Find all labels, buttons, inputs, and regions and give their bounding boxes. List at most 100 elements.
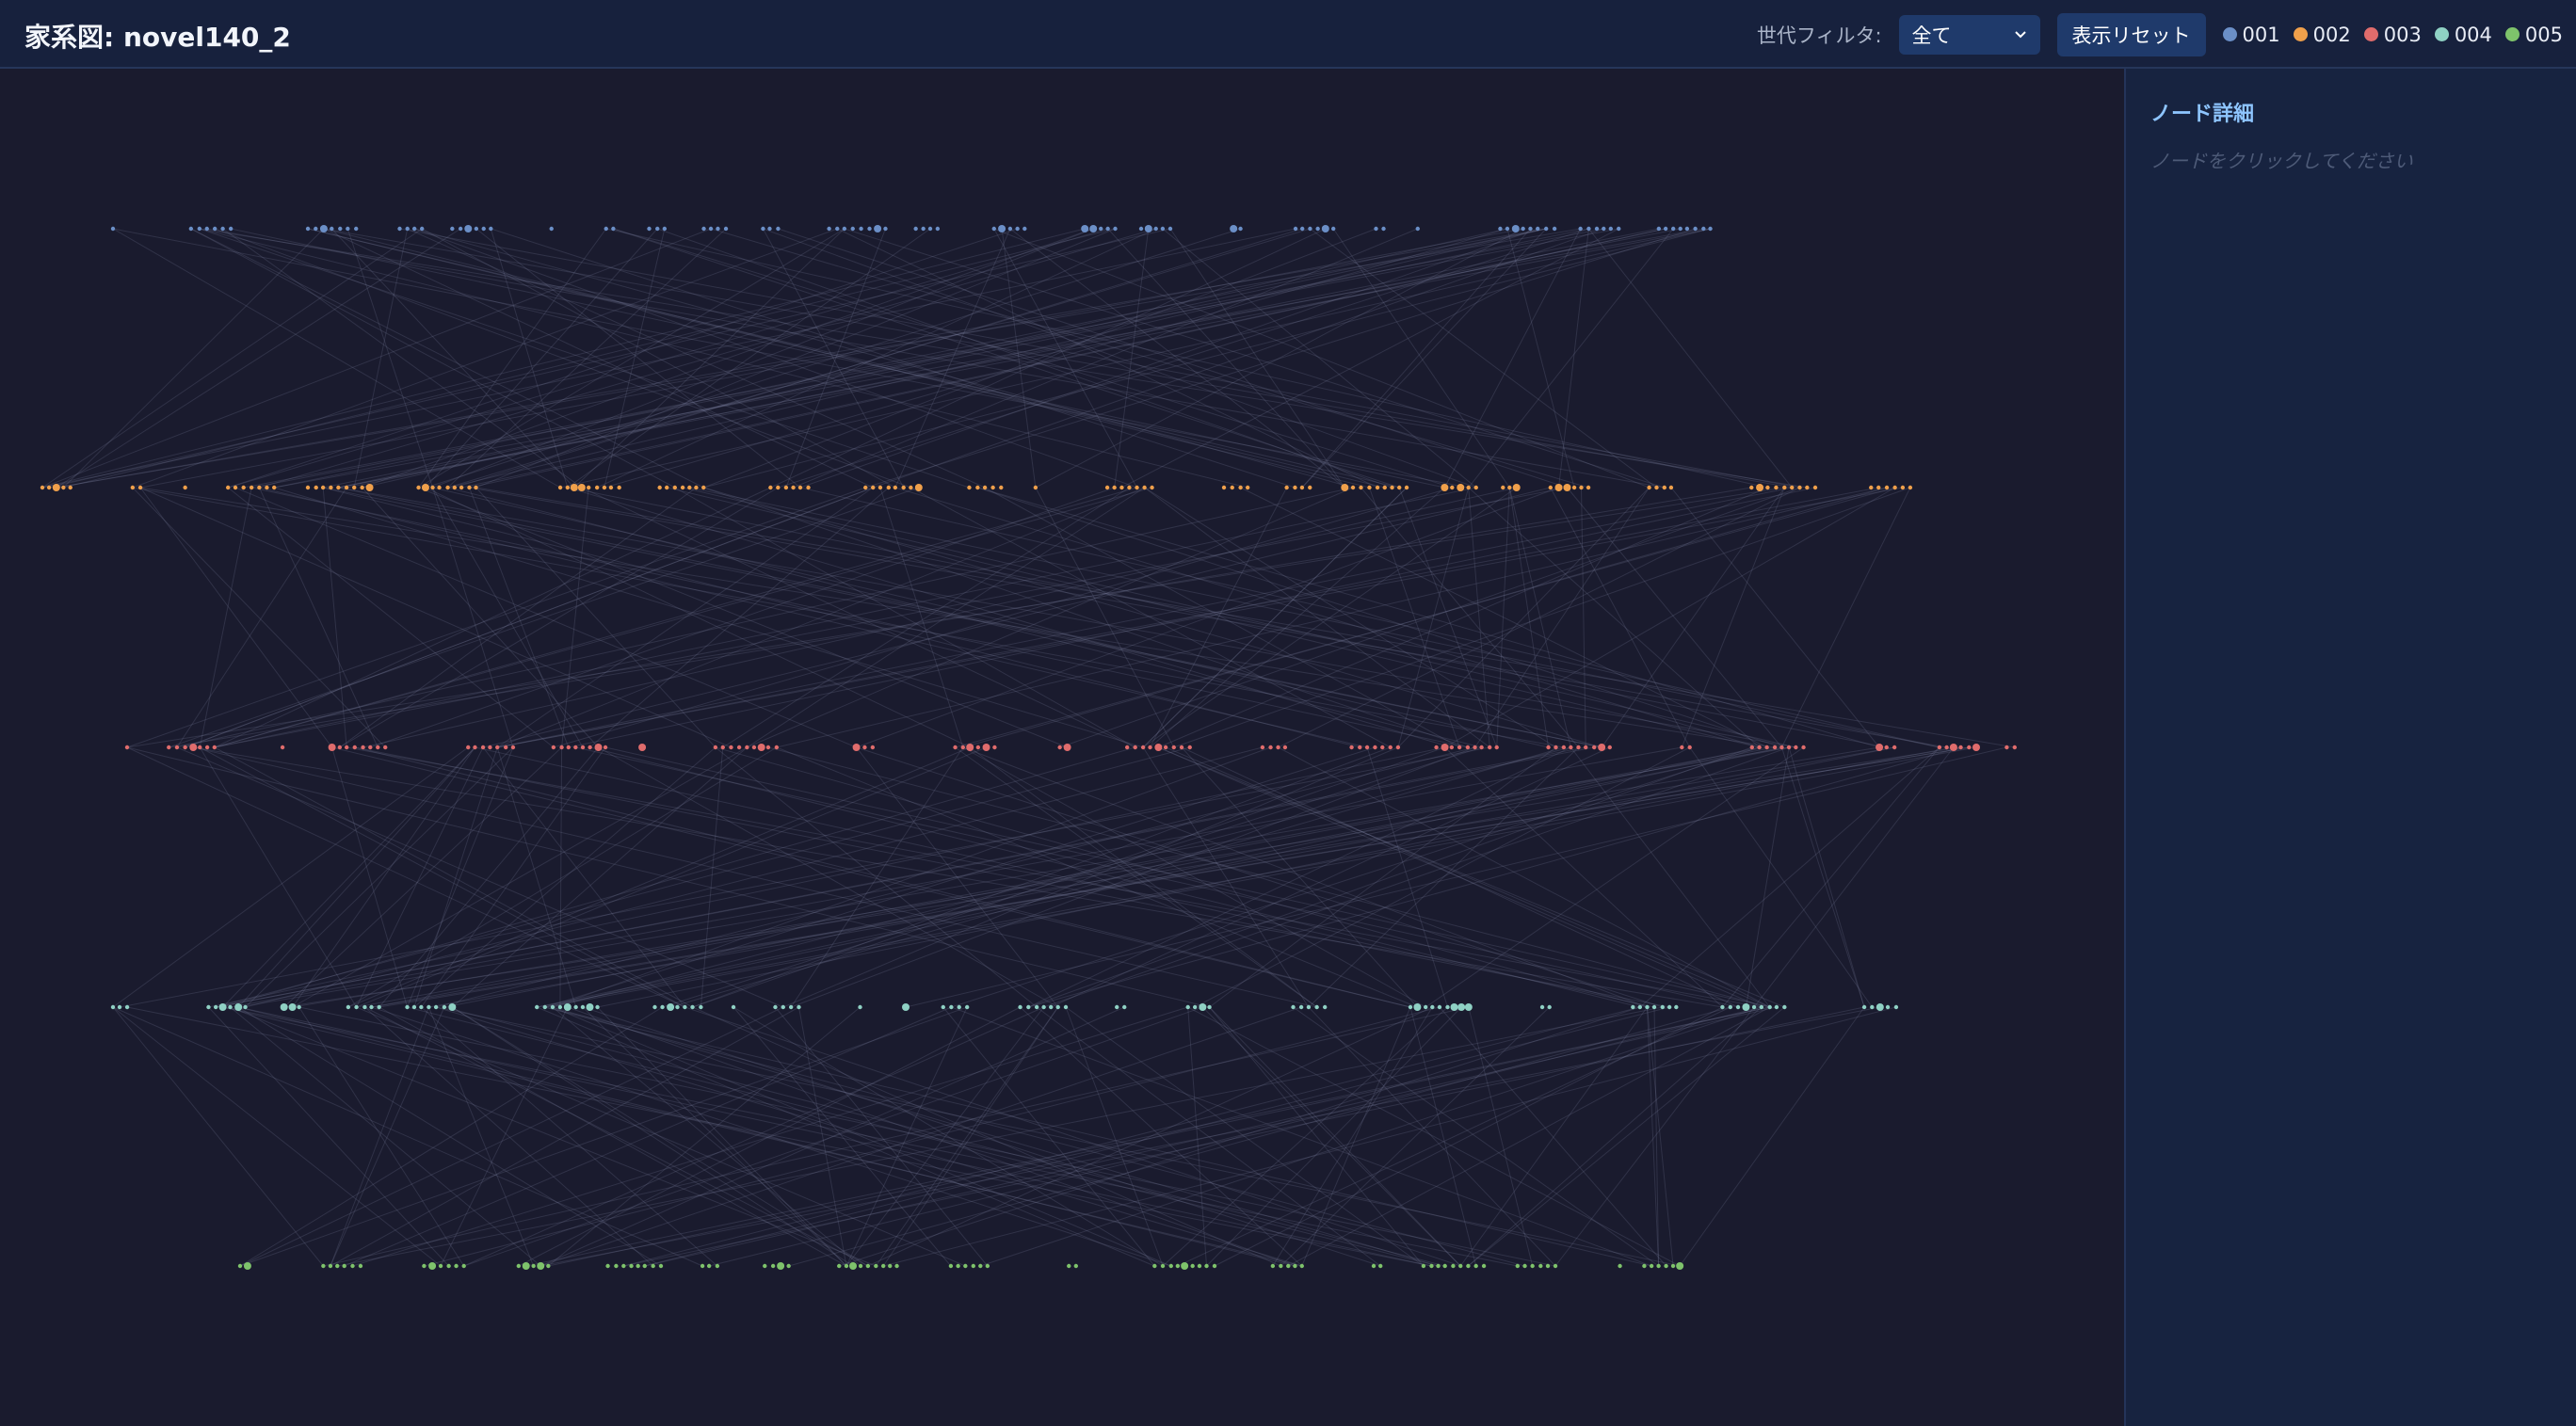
- node[interactable]: [427, 1004, 431, 1010]
- node[interactable]: [867, 226, 872, 232]
- node[interactable]: [1026, 1004, 1031, 1010]
- node[interactable]: [998, 225, 1006, 232]
- node[interactable]: [1457, 745, 1462, 750]
- node[interactable]: [1637, 1004, 1643, 1010]
- node[interactable]: [982, 485, 988, 490]
- node[interactable]: [1584, 745, 1588, 750]
- node[interactable]: [228, 1004, 233, 1010]
- node[interactable]: [1364, 745, 1370, 750]
- node[interactable]: [280, 745, 285, 750]
- node[interactable]: [243, 1262, 251, 1270]
- node[interactable]: [1618, 1263, 1622, 1269]
- node[interactable]: [1876, 744, 1884, 751]
- node[interactable]: [1429, 1263, 1434, 1269]
- node[interactable]: [1286, 1263, 1291, 1269]
- node[interactable]: [1571, 485, 1577, 490]
- node[interactable]: [1900, 485, 1906, 490]
- node[interactable]: [858, 1004, 862, 1010]
- node[interactable]: [1892, 485, 1897, 490]
- node[interactable]: [720, 745, 725, 750]
- node[interactable]: [956, 1263, 960, 1269]
- node[interactable]: [1321, 225, 1329, 232]
- node[interactable]: [1450, 485, 1455, 490]
- node[interactable]: [874, 225, 882, 232]
- reset-button[interactable]: 表示リセット: [2056, 12, 2206, 56]
- node[interactable]: [360, 485, 364, 490]
- node[interactable]: [241, 485, 246, 490]
- node[interactable]: [376, 745, 380, 750]
- node[interactable]: [46, 485, 52, 490]
- node[interactable]: [198, 745, 202, 750]
- node[interactable]: [1350, 485, 1356, 490]
- node[interactable]: [1450, 1003, 1458, 1011]
- node[interactable]: [117, 1004, 122, 1010]
- node[interactable]: [452, 485, 458, 490]
- node[interactable]: [1034, 1004, 1039, 1010]
- node[interactable]: [352, 485, 357, 490]
- node[interactable]: [206, 1004, 211, 1010]
- node[interactable]: [1322, 1004, 1328, 1010]
- node[interactable]: [314, 226, 318, 232]
- node[interactable]: [1701, 226, 1706, 232]
- node[interactable]: [975, 745, 981, 750]
- node[interactable]: [1179, 745, 1184, 750]
- node[interactable]: [773, 1004, 778, 1010]
- node[interactable]: [1654, 485, 1659, 490]
- node[interactable]: [1445, 1004, 1450, 1010]
- node[interactable]: [1124, 745, 1130, 750]
- node[interactable]: [1861, 1004, 1867, 1010]
- node[interactable]: [909, 485, 913, 490]
- node[interactable]: [272, 485, 277, 490]
- node[interactable]: [837, 1263, 842, 1269]
- node[interactable]: [1684, 226, 1690, 232]
- node[interactable]: [362, 1004, 367, 1010]
- node[interactable]: [636, 1263, 640, 1269]
- node[interactable]: [1436, 1263, 1441, 1269]
- node[interactable]: [960, 745, 965, 750]
- node[interactable]: [1693, 226, 1698, 232]
- node[interactable]: [421, 484, 429, 491]
- node[interactable]: [783, 485, 789, 490]
- node[interactable]: [713, 745, 718, 750]
- node[interactable]: [617, 485, 621, 490]
- node[interactable]: [629, 1263, 634, 1269]
- node[interactable]: [1481, 1263, 1487, 1269]
- node[interactable]: [1291, 1004, 1296, 1010]
- node[interactable]: [365, 484, 374, 491]
- node[interactable]: [1299, 485, 1305, 490]
- node[interactable]: [383, 745, 388, 750]
- node[interactable]: [642, 1263, 647, 1269]
- node[interactable]: [1380, 745, 1385, 750]
- node[interactable]: [1359, 485, 1363, 490]
- node[interactable]: [1457, 1003, 1466, 1011]
- node[interactable]: [978, 1263, 983, 1269]
- node[interactable]: [1349, 745, 1354, 750]
- node[interactable]: [1104, 485, 1110, 490]
- node[interactable]: [328, 1263, 333, 1269]
- node[interactable]: [1181, 1262, 1189, 1270]
- node[interactable]: [433, 1004, 439, 1010]
- node[interactable]: [1415, 226, 1420, 232]
- node[interactable]: [1238, 485, 1243, 490]
- node[interactable]: [1751, 1004, 1757, 1010]
- node[interactable]: [212, 226, 217, 232]
- node[interactable]: [1662, 485, 1666, 490]
- node[interactable]: [1441, 744, 1449, 751]
- node[interactable]: [1790, 485, 1795, 490]
- node[interactable]: [580, 745, 586, 750]
- node[interactable]: [770, 1263, 776, 1269]
- node[interactable]: [1434, 745, 1439, 750]
- node[interactable]: [1449, 745, 1455, 750]
- node[interactable]: [706, 1263, 712, 1269]
- node[interactable]: [1230, 485, 1234, 490]
- node[interactable]: [935, 226, 941, 232]
- node[interactable]: [183, 745, 187, 750]
- node[interactable]: [1199, 1003, 1207, 1011]
- node[interactable]: [647, 226, 652, 232]
- node[interactable]: [1656, 1263, 1661, 1269]
- node[interactable]: [1660, 1004, 1665, 1010]
- node[interactable]: [1678, 226, 1682, 232]
- node[interactable]: [768, 485, 773, 490]
- node[interactable]: [1645, 1004, 1650, 1010]
- node[interactable]: [1676, 1262, 1684, 1270]
